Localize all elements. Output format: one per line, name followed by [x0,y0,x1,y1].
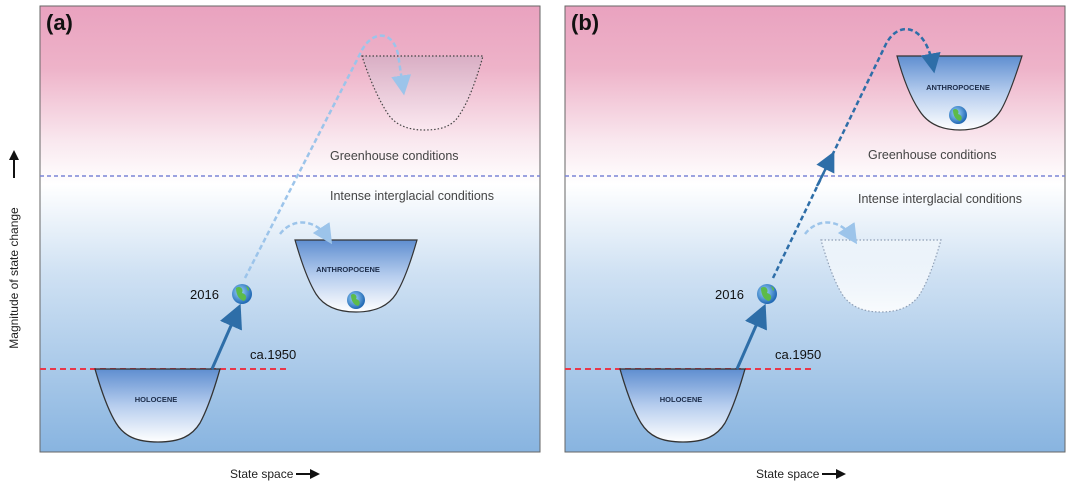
holocene-basin [619,368,746,443]
greenhouse-label: Greenhouse conditions [868,148,997,162]
panel-b-letter: (b) [571,10,599,35]
x-axis-label-text: State space [756,467,820,481]
year-2016-label: 2016 [190,287,219,302]
anthropocene-label: ANTHROPOCENE [926,83,990,92]
interglacial-basin-faded [820,239,942,313]
trajectory-arrow-1950-2016 [210,303,242,370]
y-axis-label: Magnitude of state change [1,28,27,448]
earth-globe-icon [232,284,252,304]
greenhouse-label: Greenhouse conditions [330,149,459,163]
anthropocene-label: ANTHROPOCENE [316,265,380,274]
holocene-label: HOLOCENE [135,395,178,404]
trajectory-arrow-1950-2016 [735,303,767,370]
panel-a: (a) Greenhouse conditions Intense interg… [39,5,541,453]
interglacial-label: Intense interglacial conditions [858,192,1022,206]
trajectory-to-interglacial-arrow [804,221,858,245]
trajectory-to-anthropocene-arrow [279,221,333,245]
anthropocene-basin [896,55,1023,131]
anthropocene-basin [294,239,418,313]
trajectory-mid-arrowhead [815,151,835,187]
x-axis-arrow-icon [296,469,320,479]
x-axis-arrow-icon [822,469,846,479]
holocene-basin [94,368,221,443]
x-axis-label-b: State space [666,464,966,484]
y-axis-label-text: Magnitude of state change [7,207,21,349]
earth-globe-icon [757,284,777,304]
year-2016-label: 2016 [715,287,744,302]
interglacial-label: Intense interglacial conditions [330,189,494,203]
y-axis-arrow-icon [9,150,19,178]
x-axis-label-text: State space [230,467,294,481]
ca1950-label: ca.1950 [250,347,296,362]
panel-b: (b) Greenhouse conditions Intense interg… [564,5,1066,453]
x-axis-label-a: State space [140,464,440,484]
holocene-label: HOLOCENE [660,395,703,404]
panel-a-letter: (a) [46,10,73,35]
trajectory-to-greenhouse-arrow [771,27,941,279]
earth-globe-icon [347,291,365,309]
earth-globe-icon [949,106,967,124]
trajectory-to-greenhouse-arrow [243,34,412,279]
ca1950-label: ca.1950 [775,347,821,362]
